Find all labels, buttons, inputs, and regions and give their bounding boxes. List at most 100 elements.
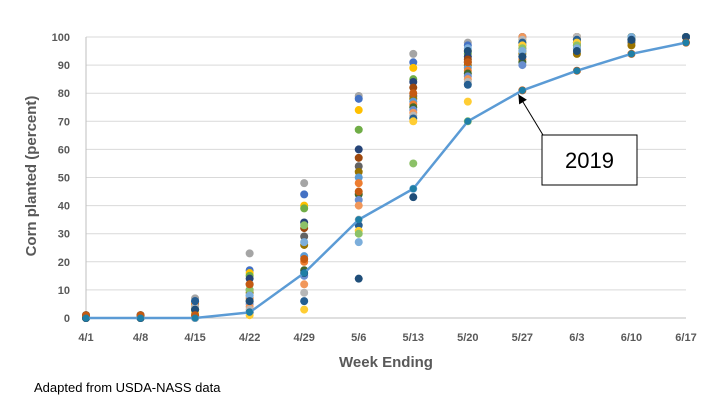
- y-tick-10: 10: [58, 285, 70, 297]
- data-point: [245, 280, 254, 289]
- y-tick-40: 40: [58, 201, 70, 213]
- x-tick-5-20: 5/20: [457, 332, 478, 344]
- data-point: [572, 47, 581, 56]
- data-point: [354, 153, 363, 162]
- data-point: [300, 238, 309, 247]
- data-point: [518, 52, 527, 61]
- data-point: [300, 221, 309, 230]
- data-point: [409, 193, 418, 202]
- data-point: [245, 291, 254, 300]
- data-point: [463, 47, 472, 56]
- data-point: [409, 49, 418, 58]
- data-point: [354, 187, 363, 196]
- y-tick-80: 80: [58, 88, 70, 100]
- data-point: [627, 35, 636, 44]
- y-tick-20: 20: [58, 257, 70, 269]
- x-axis-title: Week Ending: [339, 354, 433, 371]
- annotation-arrowhead: [518, 94, 527, 105]
- data-point: [409, 159, 418, 168]
- data-point: [354, 179, 363, 188]
- annotation-label: 2019: [565, 148, 614, 173]
- x-tick-4-1: 4/1: [78, 332, 93, 344]
- series-marker: [682, 39, 690, 47]
- data-point: [300, 190, 309, 199]
- y-tick-100: 100: [52, 32, 70, 44]
- series-marker: [518, 86, 526, 94]
- data-point: [354, 106, 363, 115]
- y-tick-60: 60: [58, 144, 70, 156]
- y-tick-30: 30: [58, 229, 70, 241]
- y-tick-labels: 0 10 20 30 40 50 60 70 80 90 100: [52, 32, 70, 325]
- data-point: [300, 280, 309, 289]
- x-tick-4-29: 4/29: [293, 332, 314, 344]
- data-point: [409, 77, 418, 86]
- series-2019: [82, 39, 690, 322]
- data-point: [300, 232, 309, 241]
- data-point: [354, 274, 363, 283]
- x-tick-4-8: 4/8: [133, 332, 148, 344]
- series-marker: [191, 314, 199, 322]
- data-point: [354, 162, 363, 171]
- y-tick-0: 0: [64, 313, 70, 325]
- series-marker: [82, 314, 90, 322]
- series-marker: [137, 314, 145, 322]
- annotation-box: [541, 134, 638, 186]
- series-line-2019: [86, 41, 687, 320]
- data-point: [245, 285, 254, 294]
- series-marker: [573, 67, 581, 75]
- x-tick-6-17: 6/17: [675, 332, 696, 344]
- series-marker: [409, 185, 417, 193]
- data-point: [191, 305, 200, 314]
- data-point: [409, 83, 418, 92]
- data-point: [245, 274, 254, 283]
- source-note: Adapted from USDA-NASS data: [34, 380, 221, 395]
- data-point: [354, 167, 363, 176]
- data-point: [354, 238, 363, 247]
- data-point: [300, 297, 309, 306]
- data-point: [627, 41, 636, 50]
- data-point: [518, 47, 527, 56]
- data-point: [300, 288, 309, 297]
- x-tick-5-6: 5/6: [351, 332, 366, 344]
- x-tick-6-10: 6/10: [621, 332, 642, 344]
- data-point: [409, 63, 418, 72]
- data-point: [463, 97, 472, 106]
- data-point: [245, 297, 254, 306]
- data-point: [354, 195, 363, 204]
- y-tick-70: 70: [58, 116, 70, 128]
- data-point: [300, 179, 309, 188]
- x-tick-5-13: 5/13: [403, 332, 424, 344]
- annotation-2019: 2019: [517, 94, 638, 186]
- series-marker: [627, 50, 635, 58]
- data-point: [463, 80, 472, 89]
- x-tick-4-15: 4/15: [184, 332, 205, 344]
- series-marker: [246, 308, 254, 316]
- data-point: [409, 58, 418, 67]
- y-tick-90: 90: [58, 60, 70, 72]
- data-point: [354, 145, 363, 154]
- data-point: [518, 61, 527, 70]
- data-point: [300, 254, 309, 263]
- data-point: [463, 58, 472, 67]
- series-marker: [464, 117, 472, 125]
- x-tick-6-3: 6/3: [569, 332, 584, 344]
- series-marker: [355, 216, 363, 224]
- data-point: [354, 229, 363, 238]
- data-point: [409, 89, 418, 98]
- data-point: [354, 94, 363, 103]
- data-point: [354, 201, 363, 210]
- data-point: [300, 204, 309, 213]
- data-point: [409, 117, 418, 126]
- y-axis-title: Corn planted (percent): [23, 96, 40, 257]
- x-tick-labels: 4/1 4/8 4/15 4/22 4/29 5/6 5/13 5/20 5/27 6/3 6/10…: [78, 332, 696, 344]
- data-point: [300, 305, 309, 314]
- series-marker: [300, 269, 308, 277]
- x-tick-5-27: 5/27: [512, 332, 533, 344]
- y-tick-50: 50: [58, 173, 70, 185]
- data-point: [354, 173, 363, 182]
- x-tick-4-22: 4/22: [239, 332, 260, 344]
- data-point: [354, 125, 363, 134]
- data-point: [682, 33, 690, 41]
- data-point: [245, 249, 254, 258]
